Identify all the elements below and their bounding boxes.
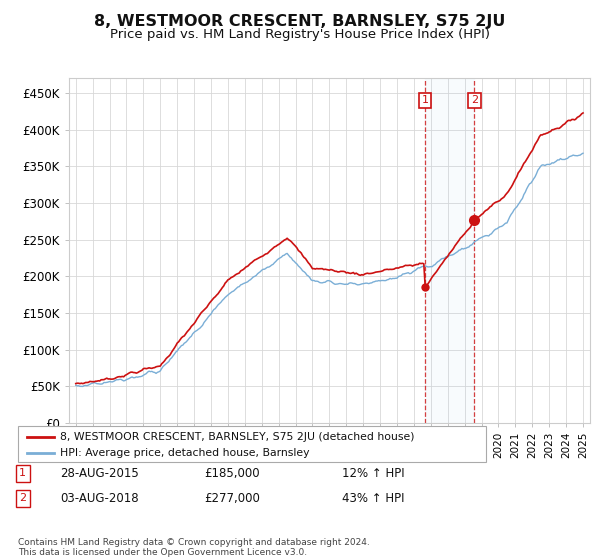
Bar xyxy=(425,78,475,423)
Text: 8, WESTMOOR CRESCENT, BARNSLEY, S75 2JU (detached house): 8, WESTMOOR CRESCENT, BARNSLEY, S75 2JU … xyxy=(60,432,415,441)
Text: 03-AUG-2018: 03-AUG-2018 xyxy=(60,492,139,505)
Text: 43% ↑ HPI: 43% ↑ HPI xyxy=(342,492,404,505)
Text: 28-AUG-2015: 28-AUG-2015 xyxy=(60,466,139,480)
Text: Price paid vs. HM Land Registry's House Price Index (HPI): Price paid vs. HM Land Registry's House … xyxy=(110,28,490,41)
Text: 8, WESTMOOR CRESCENT, BARNSLEY, S75 2JU: 8, WESTMOOR CRESCENT, BARNSLEY, S75 2JU xyxy=(94,14,506,29)
Text: 1: 1 xyxy=(421,95,428,105)
Text: £185,000: £185,000 xyxy=(204,466,260,480)
Text: Contains HM Land Registry data © Crown copyright and database right 2024.
This d: Contains HM Land Registry data © Crown c… xyxy=(18,538,370,557)
Text: 12% ↑ HPI: 12% ↑ HPI xyxy=(342,466,404,480)
Text: £277,000: £277,000 xyxy=(204,492,260,505)
Text: HPI: Average price, detached house, Barnsley: HPI: Average price, detached house, Barn… xyxy=(60,448,310,458)
Text: 1: 1 xyxy=(19,468,26,478)
Text: 2: 2 xyxy=(19,493,26,503)
Text: 2: 2 xyxy=(471,95,478,105)
